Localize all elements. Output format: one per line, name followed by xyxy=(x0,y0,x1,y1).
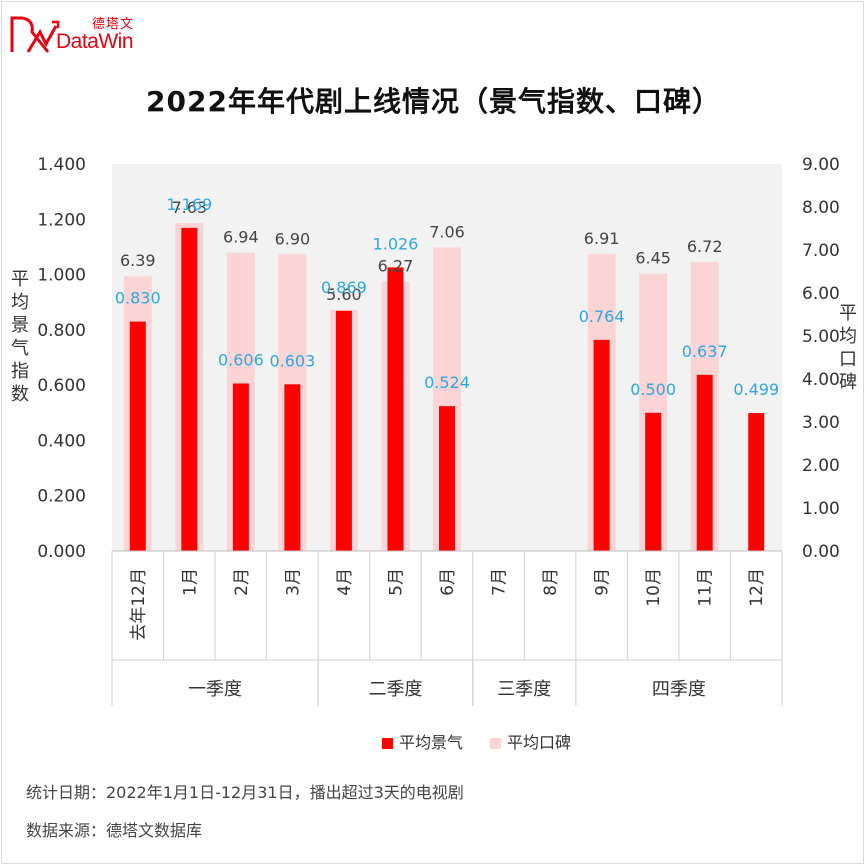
chart-svg: 6.39 7.63 6.94 6.90 5.60 6.27 7.06 6.91 6.45 6.72… xyxy=(37,155,840,706)
y-right-tick-label: 1.00 xyxy=(802,499,840,519)
sentiment-data-label: 0.524 xyxy=(424,373,470,392)
x-tick-label: 1月 xyxy=(180,568,200,596)
legend-item-sentiment: 平均景气 xyxy=(382,732,463,754)
reputation-data-label: 6.27 xyxy=(378,256,414,275)
y-axis-right-label: 平均口碑 xyxy=(839,303,857,393)
legend-label-reputation: 平均口碑 xyxy=(507,733,572,752)
reputation-data-label: 7.06 xyxy=(429,222,465,241)
sentiment-data-label: 1.169 xyxy=(166,195,212,214)
legend-swatch-reputation xyxy=(490,738,501,749)
sentiment-bar xyxy=(748,413,765,551)
y-right-tick-label: 8.00 xyxy=(802,198,840,218)
y-axis-left-label: 平均景气指数 xyxy=(11,269,29,405)
sentiment-bar xyxy=(387,267,404,551)
logo-mark-icon xyxy=(10,16,60,53)
reputation-data-label: 6.45 xyxy=(635,249,671,268)
x-tick-label: 9月 xyxy=(593,568,613,596)
sentiment-bar xyxy=(129,321,146,551)
x-tick-label: 11月 xyxy=(696,568,716,607)
y-right-tick-label: 9.00 xyxy=(802,155,840,175)
logo-cn-text: 德塔文 xyxy=(92,17,135,32)
sentiment-data-label: 0.499 xyxy=(733,380,779,399)
x-tick-label: 12月 xyxy=(747,568,767,607)
quarter-group-label: 一季度 xyxy=(188,679,242,700)
x-tick-label: 去年12月 xyxy=(129,568,149,641)
quarter-group-label: 三季度 xyxy=(497,679,551,700)
x-tick-label: 8月 xyxy=(541,568,561,596)
sentiment-data-label: 0.869 xyxy=(321,278,367,297)
sentiment-bar xyxy=(645,412,662,551)
y-right-tick-label: 5.00 xyxy=(802,327,840,347)
sentiment-data-label: 0.830 xyxy=(115,289,161,308)
y-right-tick-label: 6.00 xyxy=(802,284,840,304)
datawin-logo xyxy=(8,8,148,58)
sentiment-data-label: 1.026 xyxy=(373,234,419,253)
x-tick-label: 3月 xyxy=(283,568,303,596)
legend: 平均景气 平均口碑 xyxy=(0,732,867,754)
quarter-group-label: 四季度 xyxy=(652,679,706,700)
footnote-source: 数据来源：德塔文数据库 xyxy=(26,821,203,840)
y-left-tick-label: 0.000 xyxy=(37,542,86,562)
sentiment-bar xyxy=(696,374,713,551)
reputation-data-label: 6.72 xyxy=(687,237,723,256)
reputation-data-label: 6.39 xyxy=(120,251,156,270)
sentiment-data-label: 0.603 xyxy=(269,351,315,370)
x-tick-label: 7月 xyxy=(490,568,510,596)
x-tick-label: 2月 xyxy=(232,568,252,596)
x-tick-label: 10月 xyxy=(644,568,664,607)
reputation-data-label: 7.63 xyxy=(171,198,207,217)
sentiment-bar xyxy=(181,227,198,552)
reputation-data-label: 5.60 xyxy=(326,285,362,304)
y-left-tick-label: 1.400 xyxy=(37,155,86,175)
y-left-tick-label: 1.200 xyxy=(37,210,86,230)
y-right-tick-label: 0.00 xyxy=(802,542,840,562)
y-right-tick-label: 3.00 xyxy=(802,413,840,433)
sentiment-bar xyxy=(439,406,455,551)
reputation-data-label: 6.90 xyxy=(275,229,311,248)
x-tick-label: 5月 xyxy=(386,568,406,596)
sentiment-bar xyxy=(284,384,301,551)
sentiment-data-label: 0.500 xyxy=(630,380,676,399)
x-tick-label: 6月 xyxy=(438,568,458,596)
legend-swatch-sentiment xyxy=(382,738,393,749)
reputation-data-label: 6.91 xyxy=(584,229,620,248)
sentiment-data-label: 0.637 xyxy=(682,342,728,361)
logo-en-text: DataWin xyxy=(56,30,134,53)
reputation-data-label: 6.94 xyxy=(223,228,259,247)
y-left-tick-label: 0.800 xyxy=(37,321,86,341)
quarter-group-label: 二季度 xyxy=(368,679,422,700)
y-left-tick-label: 0.400 xyxy=(37,431,86,451)
y-right-tick-label: 4.00 xyxy=(802,370,840,390)
y-left-tick-label: 0.600 xyxy=(37,376,86,396)
y-left-tick-label: 0.200 xyxy=(37,487,86,507)
sentiment-data-label: 0.606 xyxy=(218,350,264,369)
legend-label-sentiment: 平均景气 xyxy=(399,733,464,752)
sentiment-data-label: 0.764 xyxy=(579,307,625,326)
x-tick-label: 4月 xyxy=(335,568,355,596)
chart-title: 2022年年代剧上线情况（景气指数、口碑） xyxy=(146,85,721,118)
sentiment-bar xyxy=(593,339,610,551)
sentiment-bar xyxy=(232,383,249,551)
y-right-tick-label: 7.00 xyxy=(802,241,840,261)
y-left-tick-label: 1.000 xyxy=(37,266,86,286)
legend-item-reputation: 平均口碑 xyxy=(490,732,571,754)
footnote-date: 统计日期：2022年1月1日-12月31日，播出超过3天的电视剧 xyxy=(26,783,464,802)
sentiment-bar xyxy=(335,310,352,551)
y-right-tick-label: 2.00 xyxy=(802,456,840,476)
